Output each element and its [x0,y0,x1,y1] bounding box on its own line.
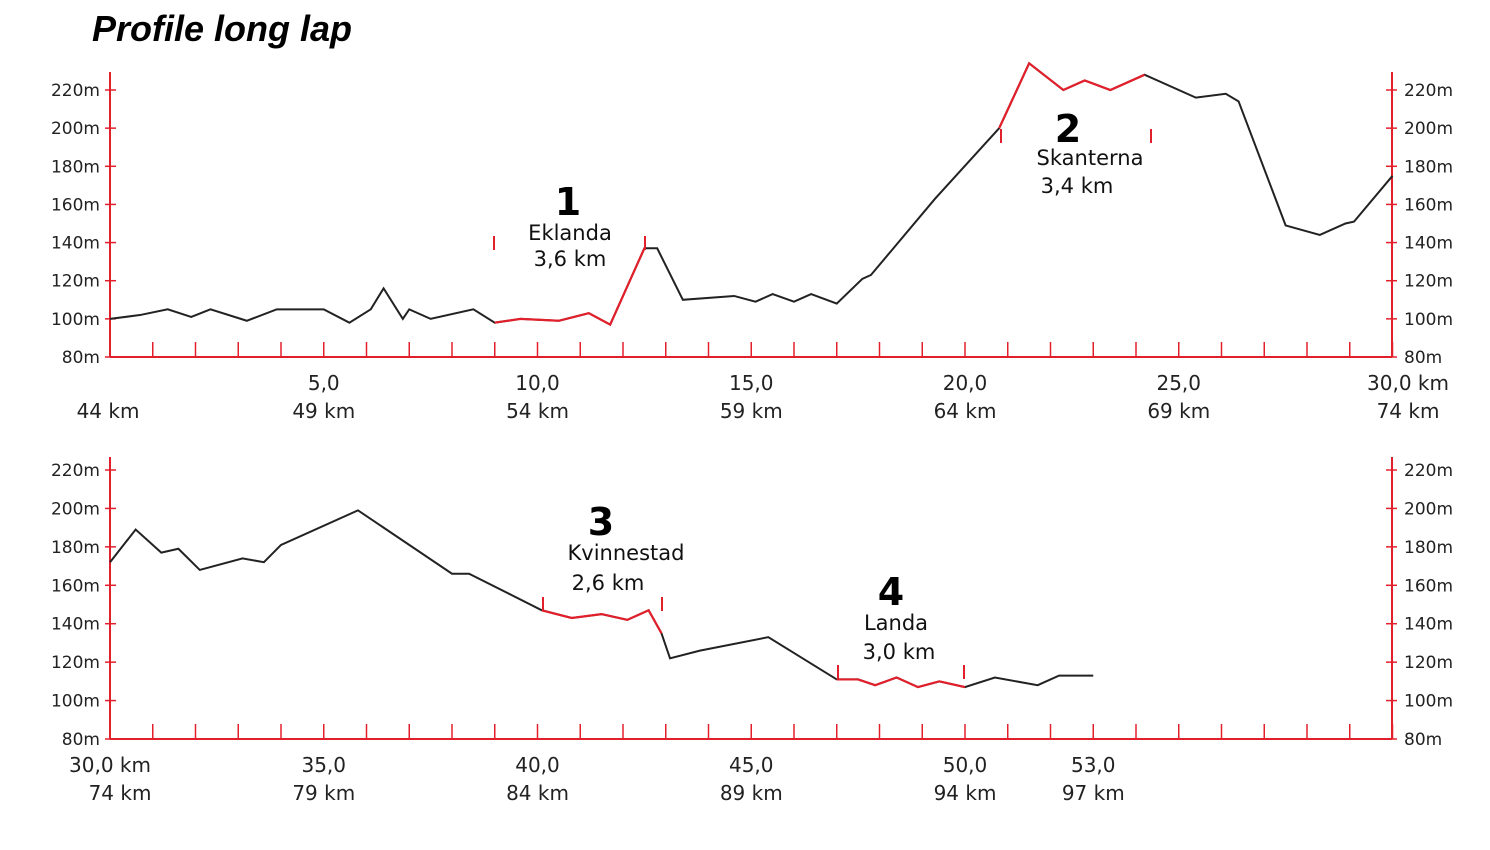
x-tick-label: 5,0 [308,371,340,395]
x-tick-label: 35,0 [301,753,346,777]
x-tick-label: 45,0 [729,753,774,777]
segment-number: 4 [878,570,904,614]
segment-distance: 2,6 km [572,571,645,595]
y-tick-label-right: 120m [1404,272,1453,292]
y-tick-label-left: 180m [51,538,100,558]
y-tick-label-right: 160m [1404,576,1453,596]
segment-name: Skanterna [1037,146,1144,170]
segment-number: 3 [588,500,614,544]
x-tick-label-km: 49 km [292,399,355,423]
y-tick-label-left: 200m [51,499,100,519]
x-tick-label: 30,0 km [1367,371,1449,395]
x-tick-label-km: 94 km [934,781,997,805]
y-tick-label-left: 100m [51,692,100,712]
y-tick-label-left: 80m [62,348,100,368]
y-tick-label-right: 80m [1404,348,1442,368]
segment-line [836,676,966,689]
y-tick-label-left: 120m [51,653,100,673]
y-tick-label-left: 120m [51,272,100,292]
y-tick-label-right: 100m [1404,310,1453,330]
x-tick-label: 25,0 [1156,371,1201,395]
y-tick-label-left: 80m [62,730,100,750]
x-tick-label: 50,0 [943,753,988,777]
y-tick-label-right: 220m [1404,81,1453,101]
y-tick-label-right: 140m [1404,615,1453,635]
y-tick-label-left: 180m [51,157,100,177]
segment-number: 2 [1055,107,1081,151]
x-tick-label: 40,0 [515,753,560,777]
x-tick-label: 30,0 km [69,753,151,777]
y-tick-label-right: 200m [1404,119,1453,139]
y-tick-label-left: 220m [51,461,100,481]
x-tick-label: 15,0 [729,371,774,395]
x-tick-label-km: 69 km [1147,399,1210,423]
x-tick-label-km: 54 km [506,399,569,423]
segment-distance: 3,4 km [1041,174,1114,198]
x-tick-label-km: 89 km [720,781,783,805]
x-tick-label-km: 74 km [1377,399,1440,423]
segment-distance: 3,6 km [534,247,607,271]
x-tick-label-km: 64 km [934,399,997,423]
y-tick-label-left: 140m [51,234,100,254]
y-tick-label-right: 80m [1404,730,1442,750]
y-tick-label-right: 200m [1404,499,1453,519]
segment-distance: 3,0 km [863,640,936,664]
segment-line [998,61,1145,129]
x-tick-label-km: 97 km [1062,781,1125,805]
segment-line [541,608,663,634]
y-tick-label-right: 220m [1404,461,1453,481]
x-tick-label: 10,0 [515,371,560,395]
y-tick-label-left: 160m [51,576,100,596]
y-tick-label-right: 180m [1404,157,1453,177]
y-tick-label-left: 220m [51,81,100,101]
elevation-line [109,61,1394,326]
y-tick-label-right: 180m [1404,538,1453,558]
page-title: Profile long lap [92,8,353,49]
x-tick-label-km: 74 km [89,781,152,805]
y-tick-label-left: 140m [51,615,100,635]
segment-number: 1 [555,180,581,224]
x-tick-label: 53,0 [1071,753,1116,777]
y-tick-label-left: 100m [51,310,100,330]
segment-name: Landa [864,611,928,635]
segment-name: Eklanda [528,221,612,245]
y-tick-label-left: 200m [51,119,100,139]
segment-line [494,247,646,327]
y-tick-label-left: 160m [51,195,100,215]
y-tick-label-right: 140m [1404,234,1453,254]
y-tick-label-right: 100m [1404,692,1453,712]
x-tick-label-km: 79 km [292,781,355,805]
x-tick-label-km: 84 km [506,781,569,805]
x-tick-label-km: 59 km [720,399,783,423]
x-tick-label: 20,0 [943,371,988,395]
y-tick-label-right: 160m [1404,195,1453,215]
segment-name: Kvinnestad [568,541,685,565]
x-tick-label-km: 44 km [77,399,140,423]
y-tick-label-right: 120m [1404,653,1453,673]
